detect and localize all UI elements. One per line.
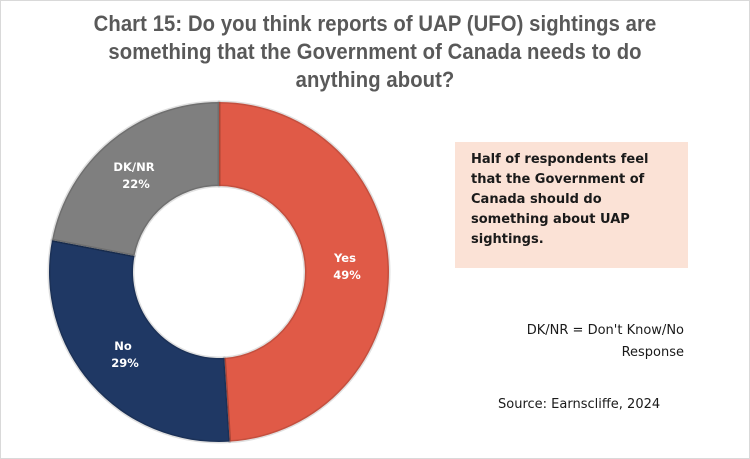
note-line-1: DK/NR = Don't Know/No	[526, 323, 684, 338]
segment-yes	[217, 100, 391, 444]
donut-segments	[47, 100, 391, 444]
segment-dknr	[50, 100, 221, 258]
title-line-2: something that the Government of Canada …	[108, 39, 642, 64]
source-note: Source: Earnscliffe, 2024	[498, 397, 661, 412]
title-line-1: Chart 15: Do you think reports of UAP (U…	[93, 11, 657, 36]
callout-box: Half of respondents feel that the Govern…	[455, 142, 688, 268]
note-line-2: Response	[621, 345, 684, 360]
segment-label-no: No 29%	[111, 339, 139, 370]
segment-label-yes: Yes 49%	[333, 251, 361, 282]
title-line-3: anything about?	[295, 67, 455, 92]
abbreviation-note: DK/NR = Don't Know/No Response	[464, 320, 684, 364]
segment-label-dknr: DK/NR 22%	[113, 160, 158, 191]
segment-no	[47, 238, 232, 444]
chart-title: Chart 15: Do you think reports of UAP (U…	[85, 10, 665, 94]
